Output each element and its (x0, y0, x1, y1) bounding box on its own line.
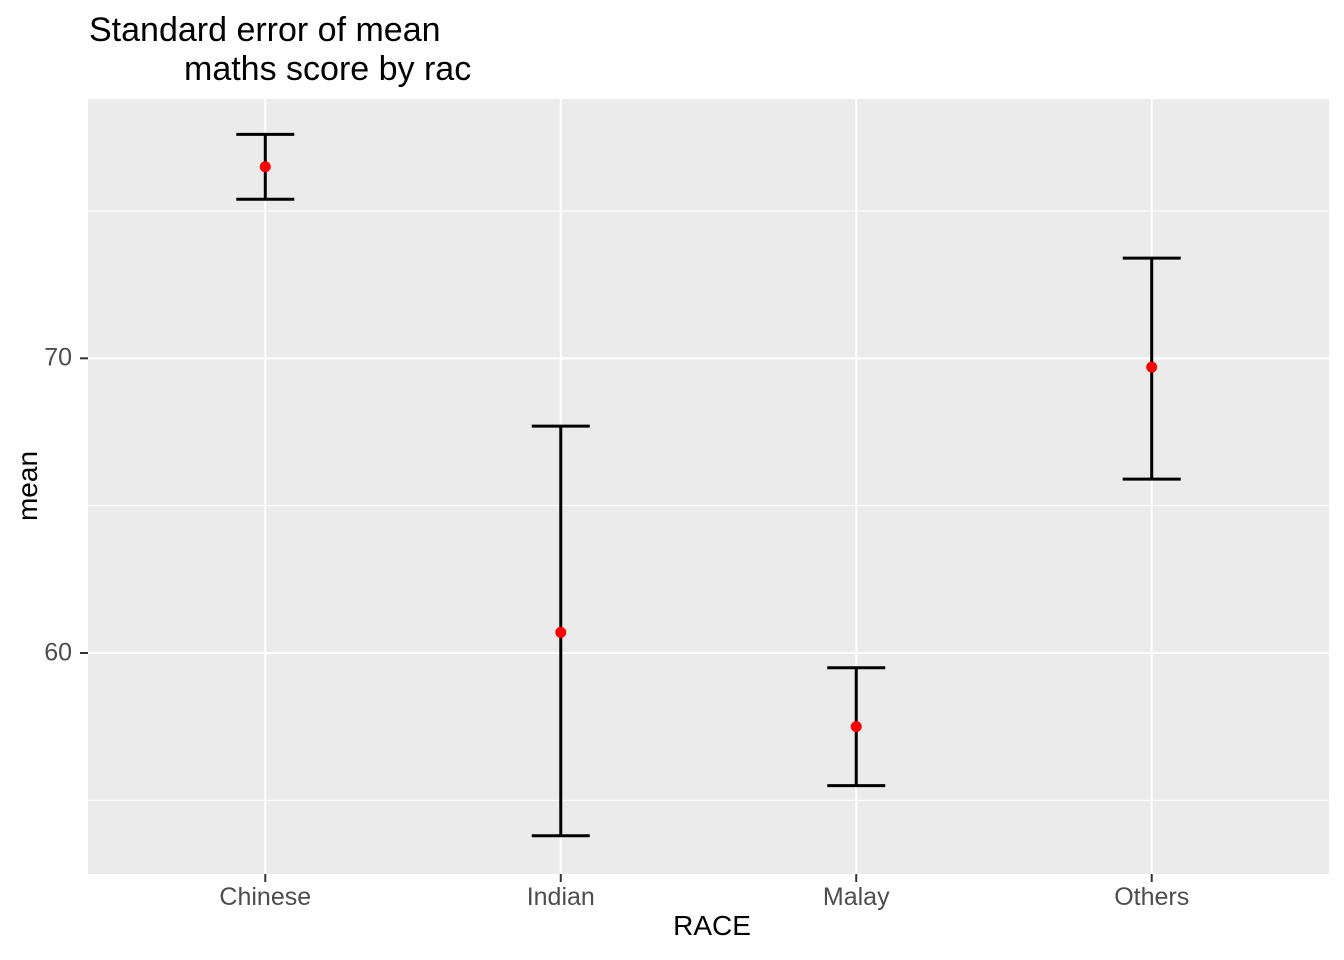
chart-title: Standard error of mean maths score by ra… (89, 11, 471, 89)
y-axis-title: mean (12, 450, 43, 522)
y-tick-label-60: 60 (44, 638, 72, 667)
x-tick-label-malay: Malay (822, 883, 890, 911)
mean-point-chinese (259, 161, 271, 173)
mean-point-indian (555, 626, 567, 638)
x-axis-title: RACE (673, 910, 751, 941)
mean-point-others (1146, 361, 1158, 373)
chart-title-line2: maths score by rac (184, 50, 472, 88)
plot-panel (88, 99, 1329, 874)
x-tick-label-indian: Indian (526, 883, 595, 911)
chart-title-line1: Standard error of mean (89, 11, 441, 49)
mean-point-malay (850, 721, 862, 733)
x-tick-label-chinese: Chinese (219, 883, 312, 911)
x-tick-label-others: Others (1114, 883, 1190, 911)
y-tick-label-70: 70 (44, 343, 72, 372)
